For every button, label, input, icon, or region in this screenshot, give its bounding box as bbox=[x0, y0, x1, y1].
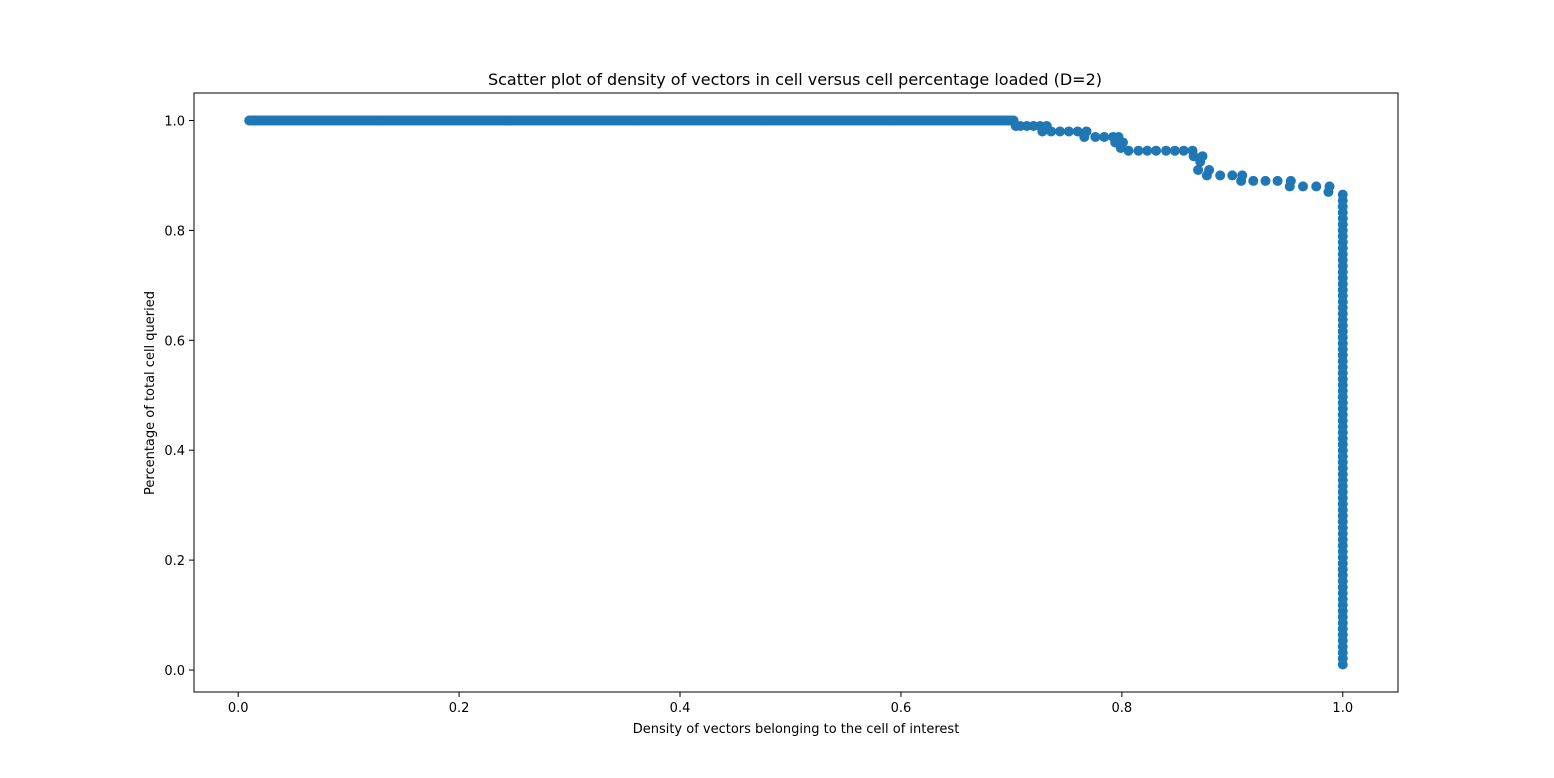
data-point bbox=[1178, 145, 1189, 156]
data-point bbox=[1081, 126, 1092, 137]
y-tick-label: 0.6 bbox=[164, 334, 185, 349]
data-point bbox=[1072, 126, 1083, 137]
x-axis: 0.0 0.2 0.4 0.6 0.8 1.0 bbox=[228, 692, 1353, 716]
y-tick-label: 0.2 bbox=[164, 554, 185, 569]
x-tick-label: 0.4 bbox=[670, 701, 691, 716]
data-point bbox=[1311, 181, 1322, 192]
data-point bbox=[1046, 126, 1057, 137]
data-point bbox=[1063, 126, 1074, 137]
y-tick-label: 1.0 bbox=[164, 114, 185, 129]
data-point bbox=[1142, 145, 1153, 156]
data-point bbox=[1337, 189, 1348, 200]
y-axis-label: Percentage of total cell queried bbox=[143, 291, 158, 495]
plot-frame bbox=[193, 92, 1399, 693]
data-point bbox=[1298, 181, 1309, 192]
y-axis: 0.0 0.2 0.4 0.6 0.8 1.0 bbox=[164, 114, 194, 679]
data-point bbox=[1272, 175, 1283, 186]
x-tick-label: 0.6 bbox=[891, 701, 912, 716]
x-tick-label: 1.0 bbox=[1332, 701, 1353, 716]
data-point bbox=[1237, 170, 1248, 181]
data-point bbox=[1123, 145, 1134, 156]
data-point bbox=[1324, 181, 1335, 192]
data-point bbox=[1151, 145, 1162, 156]
data-point bbox=[1099, 131, 1110, 142]
data-point bbox=[1227, 170, 1238, 181]
data-point bbox=[1188, 151, 1199, 162]
data-point bbox=[1285, 175, 1296, 186]
data-point bbox=[1197, 151, 1208, 162]
chart-title: Scatter plot of density of vectors in ce… bbox=[488, 70, 1102, 89]
x-axis-label: Density of vectors belonging to the cell… bbox=[633, 722, 960, 737]
data-point bbox=[1169, 145, 1180, 156]
data-point bbox=[1193, 164, 1204, 175]
data-point bbox=[1133, 145, 1144, 156]
y-tick-label: 0.8 bbox=[164, 224, 185, 239]
data-point bbox=[1090, 131, 1101, 142]
y-tick-label: 0.0 bbox=[164, 664, 185, 679]
x-tick-label: 0.2 bbox=[449, 701, 470, 716]
x-tick-label: 0.0 bbox=[228, 701, 249, 716]
data-point bbox=[1248, 175, 1259, 186]
data-point bbox=[1260, 175, 1271, 186]
data-point bbox=[1204, 164, 1215, 175]
data-point bbox=[1117, 137, 1128, 148]
x-tick-label: 0.8 bbox=[1112, 701, 1133, 716]
y-tick-label: 0.4 bbox=[164, 444, 185, 459]
data-point bbox=[1215, 170, 1226, 181]
data-point bbox=[1055, 126, 1065, 137]
plot-points bbox=[244, 115, 1348, 670]
data-point bbox=[1161, 145, 1172, 156]
